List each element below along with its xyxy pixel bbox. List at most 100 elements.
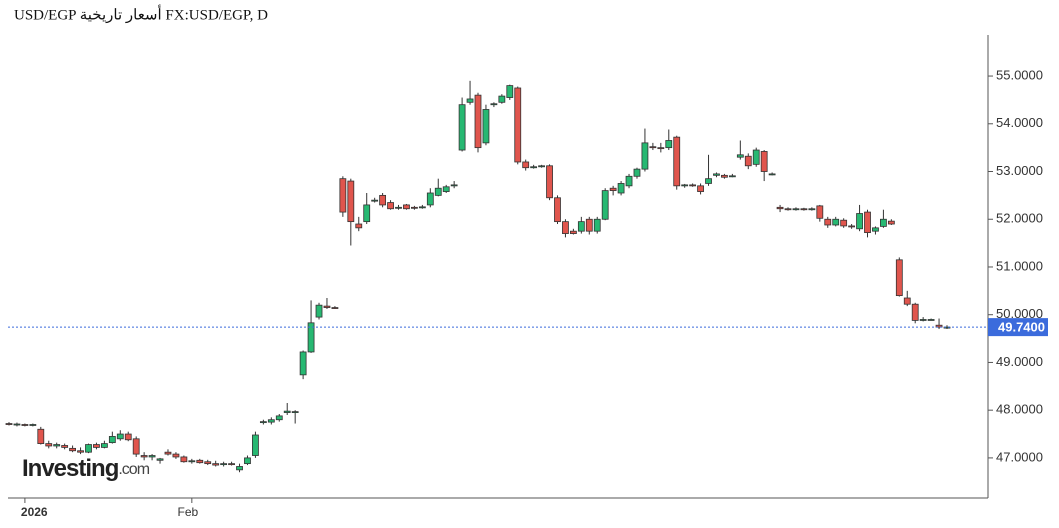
candle-body — [132, 438, 140, 455]
candle-body — [713, 173, 720, 176]
candle-body — [220, 463, 228, 466]
candle-body — [768, 173, 776, 176]
candle-body — [108, 436, 116, 444]
candle-body — [442, 186, 450, 192]
candle-body — [569, 230, 577, 234]
candle-body — [450, 184, 458, 187]
candle-body — [45, 443, 53, 447]
candle-body — [5, 423, 13, 425]
candle-body — [593, 218, 601, 232]
candle-body — [721, 174, 728, 178]
x-tick-label: Feb — [177, 505, 198, 519]
candle-body — [903, 297, 911, 305]
candle-body — [244, 457, 251, 465]
candle-body — [800, 208, 808, 211]
candle-body — [61, 445, 69, 448]
candle-body — [339, 178, 347, 213]
candle-body — [935, 324, 943, 328]
candle-body — [418, 206, 426, 209]
candle-body — [411, 206, 418, 209]
candle-body — [498, 95, 506, 103]
candle-body — [77, 450, 84, 453]
last-price-box — [988, 318, 1048, 337]
candle-body — [601, 190, 609, 220]
candle-body — [53, 444, 61, 447]
candle-body — [617, 183, 625, 194]
y-tick-label: 55.0000 — [996, 67, 1043, 82]
candle-body — [275, 415, 283, 421]
candle-body — [546, 165, 553, 199]
candle-body — [776, 206, 784, 210]
y-tick-label: 53.0000 — [996, 163, 1043, 178]
candle-body — [403, 204, 410, 210]
candle-body — [355, 223, 363, 229]
candle-body — [760, 151, 768, 172]
candle-body — [29, 424, 37, 426]
candle-body — [315, 304, 323, 318]
candle-body — [736, 154, 744, 158]
candle-body — [148, 455, 156, 458]
candle-body — [69, 447, 76, 452]
candle-body — [434, 187, 442, 196]
y-tick-label: 47.0000 — [996, 449, 1043, 464]
candle-body — [387, 202, 394, 210]
candle-body — [490, 103, 498, 106]
candle-body — [872, 227, 879, 232]
candle-body — [347, 180, 355, 223]
candle-body — [887, 220, 895, 225]
candle-body — [728, 175, 736, 178]
candle-body — [752, 149, 760, 165]
candle-body — [784, 208, 792, 211]
candle-body — [299, 351, 307, 376]
candle-body — [21, 424, 29, 426]
candle-body — [562, 221, 569, 234]
candle-body — [816, 205, 824, 219]
candle-body — [927, 319, 935, 321]
candle-body — [363, 204, 371, 223]
candle-body — [172, 453, 180, 458]
candle-body — [538, 165, 545, 168]
y-tick-label: 51.0000 — [996, 258, 1043, 273]
last-price-label: 49.7400 — [998, 320, 1045, 335]
chart-title: USD/EGP أسعار تاريخية FX:USD/EGP, D — [14, 4, 268, 23]
candle-body — [641, 142, 649, 170]
candle-body — [673, 136, 681, 187]
candle-body — [156, 458, 164, 461]
candle-body — [689, 184, 697, 187]
candle-body — [236, 466, 243, 471]
candle-body — [705, 178, 712, 184]
candle-body — [514, 87, 522, 163]
candle-body — [808, 208, 816, 211]
candle-body — [85, 444, 92, 453]
candle-body — [609, 187, 617, 192]
candle-body — [259, 421, 267, 424]
candle-body — [633, 168, 641, 177]
candle-body — [856, 213, 863, 230]
y-tick-label: 48.0000 — [996, 402, 1043, 417]
candle-body — [116, 433, 124, 440]
candle-body — [681, 184, 689, 187]
candle-body — [93, 444, 100, 448]
candle-body — [744, 155, 752, 167]
candle-body — [140, 455, 148, 458]
candle-body — [657, 147, 665, 150]
candle-body — [164, 451, 172, 455]
candle-body — [228, 463, 235, 466]
candle-body — [212, 463, 220, 466]
candle-body — [649, 146, 657, 149]
candle-body — [554, 197, 561, 223]
candle-body — [395, 206, 402, 209]
candle-body — [530, 166, 538, 169]
candle-body — [267, 419, 275, 423]
candle-body — [864, 211, 871, 234]
candle-body — [577, 221, 585, 232]
candle-body — [426, 192, 434, 206]
candle-body — [180, 456, 188, 463]
candle-body — [665, 140, 673, 149]
candle-body — [100, 443, 108, 448]
candle-body — [379, 194, 387, 206]
logo: Investing.com — [22, 455, 150, 482]
candle-body — [371, 199, 379, 202]
